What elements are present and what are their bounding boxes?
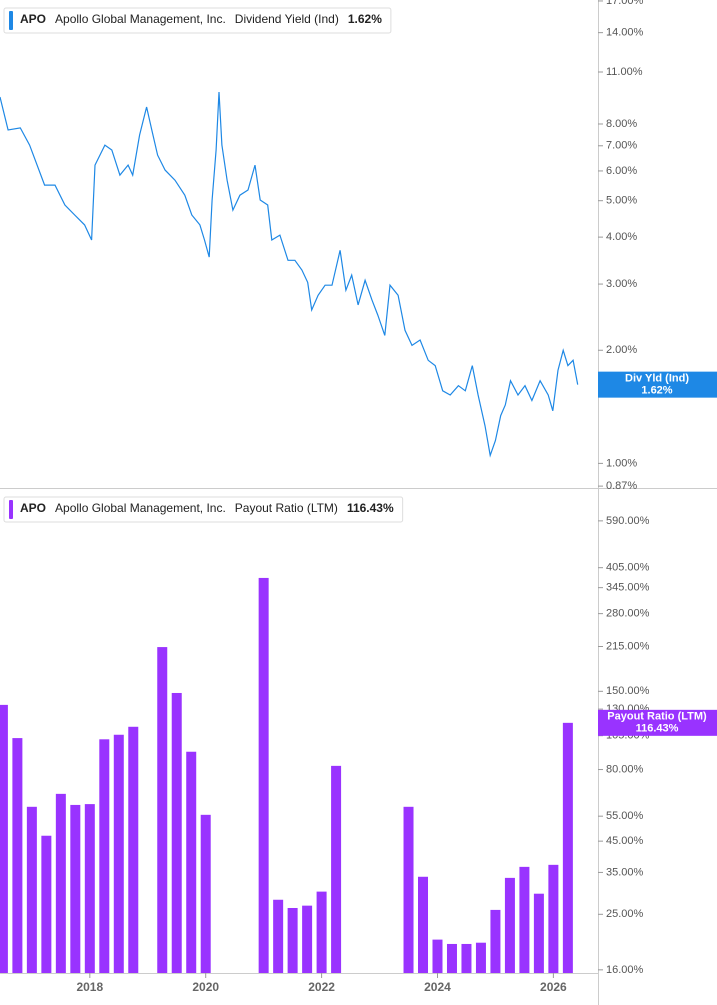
bar: [302, 905, 313, 973]
y-tick-label: 150.00%: [606, 685, 650, 697]
bar: [186, 751, 197, 973]
y-tick-label: 25.00%: [606, 908, 644, 920]
bar: [461, 943, 472, 973]
company-name: Apollo Global Management, Inc.: [55, 12, 226, 26]
line-series: [0, 91, 579, 458]
legend-box: [3, 7, 392, 34]
y-tick-label: 0.87%: [606, 480, 637, 492]
y-tick-label: 16.00%: [606, 964, 644, 976]
bar: [113, 734, 124, 973]
badge-label: Payout Ratio (LTM): [607, 711, 707, 723]
bar: [0, 704, 8, 973]
value-badge: Payout Ratio (LTM)116.43%: [598, 709, 717, 736]
bar: [171, 692, 182, 973]
y-tick-label: 80.00%: [606, 763, 644, 775]
legend-header: APO Apollo Global Management, Inc. Dividen…: [3, 7, 392, 34]
bar: [418, 876, 429, 973]
bar: [99, 739, 110, 973]
bar: [12, 738, 23, 973]
x-tick-label: 2026: [540, 980, 567, 994]
bar: [504, 877, 515, 973]
legend-header: APO Apollo Global Management, Inc. Payout …: [3, 496, 404, 523]
bar: [128, 726, 139, 973]
badge-box: [598, 709, 717, 736]
y-tick-label: 11.00%: [606, 66, 643, 78]
x-tick-label: 2018: [76, 980, 103, 994]
bar: [475, 942, 486, 973]
y-tick-label: 345.00%: [606, 582, 650, 594]
bar: [403, 806, 414, 973]
bar: [432, 939, 443, 973]
y-tick-label: 55.00%: [606, 810, 644, 822]
overlay: APO Apollo Global Management, Inc. Dividen…: [3, 7, 717, 736]
bar: [548, 864, 559, 973]
metric-name: Dividend Yield (Ind): [235, 12, 339, 26]
ticker: APO: [20, 12, 46, 26]
y-tick-label: 2.00%: [606, 344, 637, 356]
bar: [55, 793, 66, 973]
bar: [41, 835, 52, 973]
badge-value: 1.62%: [641, 385, 672, 397]
bar: [84, 804, 95, 973]
bar: [26, 806, 37, 973]
y-tick-label: 280.00%: [606, 608, 650, 620]
company-name: Apollo Global Management, Inc.: [55, 501, 226, 515]
y-tick-label: 17.00%: [606, 0, 644, 7]
legend-swatch: [9, 11, 13, 30]
bar: [562, 722, 573, 973]
badge-value: 116.43%: [636, 723, 679, 735]
bar: [70, 804, 81, 973]
bar: [157, 647, 168, 973]
ticker: APO: [20, 501, 46, 515]
y-tick-label: 6.00%: [606, 165, 637, 177]
y-tick-label: 4.00%: [606, 231, 637, 243]
y-tick-label: 45.00%: [606, 835, 644, 847]
badge-box: [598, 371, 717, 398]
bar: [316, 891, 327, 973]
bar: [287, 907, 298, 973]
bar: [490, 909, 501, 973]
y-tick-label: 35.00%: [606, 866, 644, 878]
current-value: 1.62%: [348, 12, 382, 26]
y-tick-label: 5.00%: [606, 195, 637, 207]
bar: [273, 899, 284, 973]
x-tick-label: 2020: [192, 980, 219, 994]
legend-box: [3, 496, 404, 523]
y-tick-label: 3.00%: [606, 278, 637, 290]
y-tick-label: 1.00%: [606, 457, 637, 469]
badge-label: Div Yld (Ind): [625, 373, 689, 385]
value-badge: Div Yld (Ind)1.62%: [598, 371, 717, 398]
bar: [519, 866, 530, 973]
y-tick-label: 14.00%: [606, 27, 644, 39]
y-tick-label: 8.00%: [606, 118, 637, 130]
y-tick-label: 215.00%: [606, 640, 650, 652]
y-tick-label: 405.00%: [606, 562, 650, 574]
bar: [533, 893, 544, 973]
axes: 0.87% 1.00% 2.00% 3.00% 4.00% 5.00% 6.00% 7.00%…: [76, 0, 649, 994]
current-value: 116.43%: [347, 501, 394, 515]
bar: [200, 814, 211, 973]
y-tick-label: 590.00%: [606, 515, 650, 527]
x-tick-label: 2022: [308, 980, 335, 994]
bar: [331, 765, 342, 973]
bar: [258, 577, 269, 973]
marks: [0, 91, 579, 973]
y-tick-label: 7.00%: [606, 140, 637, 152]
x-tick-label: 2024: [424, 980, 451, 994]
metric-name: Payout Ratio (LTM): [235, 501, 338, 515]
legend-swatch: [9, 500, 13, 519]
bar: [446, 943, 457, 973]
